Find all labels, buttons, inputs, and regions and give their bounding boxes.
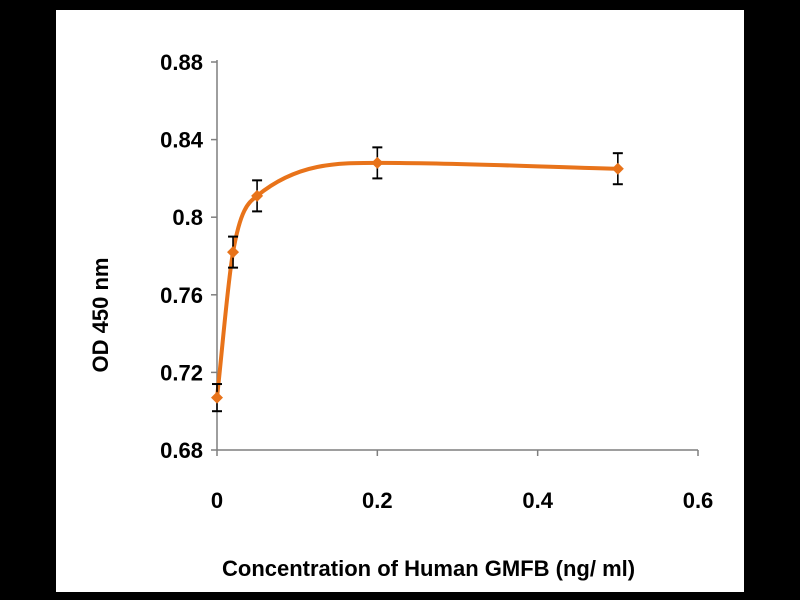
y-tick-label: 0.84 (160, 128, 204, 153)
chart-svg: 0.68 0.72 0.76 0.8 0.84 0.88 0 0.2 0.4 0.6 Concen… (88, 50, 713, 581)
series-line (215, 160, 620, 400)
ticks: 0.68 0.72 0.76 0.8 0.84 0.88 0 0.2 0.4 0.6 (160, 50, 713, 513)
x-tick-label: 0 (211, 488, 223, 513)
data-markers (211, 156, 624, 404)
axes (216, 60, 698, 451)
data-point-marker (251, 189, 264, 202)
data-point-marker (211, 391, 223, 404)
y-tick-label: 0.8 (172, 205, 203, 230)
y-axis-title: OD 450 nm (88, 258, 113, 373)
data-point-marker (227, 246, 240, 259)
y-tick-label: 0.68 (160, 438, 203, 463)
chart-panel: 0.68 0.72 0.76 0.8 0.84 0.88 0 0.2 0.4 0.6 Concen… (56, 10, 744, 592)
y-tick-label: 0.72 (160, 360, 203, 385)
data-point-marker (371, 156, 384, 169)
x-tick-label: 0.6 (683, 488, 714, 513)
x-axis-title: Concentration of Human GMFB (ng/ ml) (222, 556, 635, 581)
series-curve (215, 160, 620, 400)
y-tick-label: 0.88 (160, 50, 203, 75)
error-bars (212, 146, 623, 413)
y-tick-label: 0.76 (160, 283, 203, 308)
x-tick-label: 0.4 (522, 488, 553, 513)
data-point-marker (611, 162, 624, 175)
x-tick-label: 0.2 (362, 488, 393, 513)
